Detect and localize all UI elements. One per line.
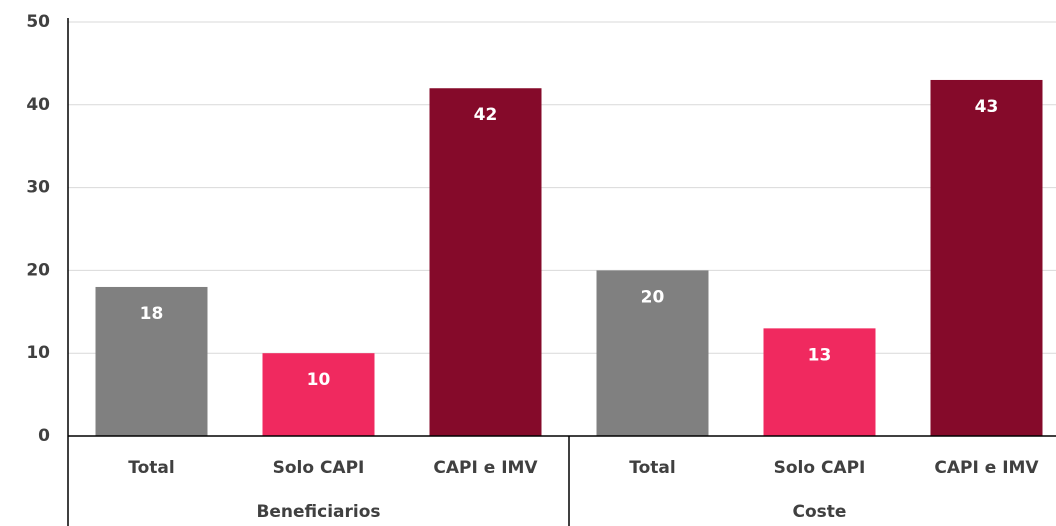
value-label: 20 <box>641 287 665 307</box>
x-tick-label: Solo CAPI <box>273 458 365 478</box>
y-tick-label: 50 <box>26 12 50 32</box>
bar <box>262 353 375 436</box>
bar <box>596 270 709 436</box>
y-tick-label: 0 <box>38 426 50 446</box>
y-tick-label: 10 <box>26 343 50 363</box>
group-label: Coste <box>793 502 847 522</box>
y-tick-label: 30 <box>26 178 50 198</box>
value-label: 13 <box>808 345 832 365</box>
group-label: Beneficiarios <box>256 502 380 522</box>
x-tick-label: CAPI e IMV <box>433 458 538 478</box>
y-tick-label: 40 <box>26 95 50 115</box>
x-tick-label: Solo CAPI <box>774 458 866 478</box>
value-label: 10 <box>307 370 331 390</box>
x-tick-label: CAPI e IMV <box>934 458 1039 478</box>
y-tick-label: 20 <box>26 260 50 280</box>
bar <box>95 286 208 436</box>
value-label: 18 <box>140 304 164 324</box>
x-tick-label: Total <box>128 458 174 478</box>
value-label: 42 <box>474 105 498 125</box>
value-label: 43 <box>975 97 999 117</box>
bar <box>930 79 1043 437</box>
x-tick-label: Total <box>629 458 675 478</box>
bar <box>763 328 876 436</box>
bar <box>429 88 542 437</box>
